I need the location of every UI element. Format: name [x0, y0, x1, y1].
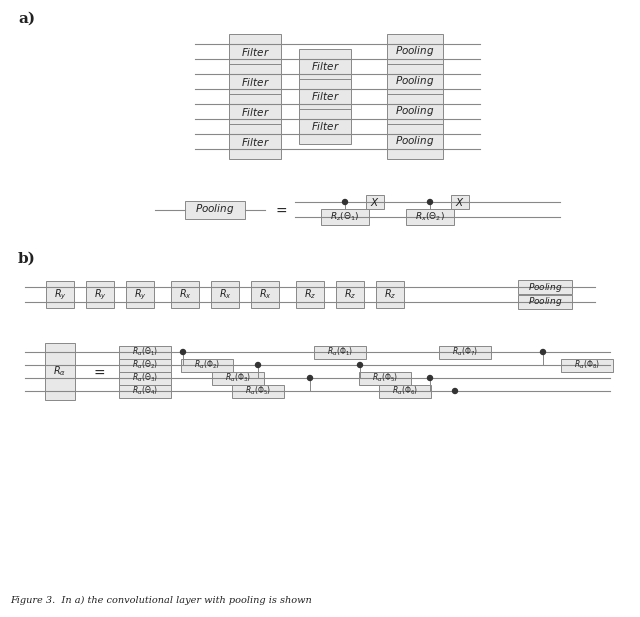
Text: a): a): [18, 12, 35, 26]
Bar: [211, 281, 239, 308]
Text: $Pooling$: $Pooling$: [195, 202, 235, 217]
Bar: [321, 209, 369, 225]
Circle shape: [541, 349, 545, 355]
Text: $R_z(\Theta_1)$: $R_z(\Theta_1)$: [330, 211, 360, 223]
Bar: [518, 280, 572, 294]
Text: $R_z$: $R_z$: [344, 288, 356, 301]
Circle shape: [255, 363, 260, 368]
Text: $R_\alpha(\Phi_1)$: $R_\alpha(\Phi_1)$: [327, 346, 353, 358]
Circle shape: [358, 363, 362, 368]
Bar: [232, 384, 284, 397]
Circle shape: [180, 349, 186, 355]
Text: $R_z$: $R_z$: [384, 288, 396, 301]
Text: $R_\alpha(\Phi_6)$: $R_\alpha(\Phi_6)$: [392, 385, 418, 397]
Text: $R_\alpha(\Theta_4)$: $R_\alpha(\Theta_4)$: [132, 385, 158, 397]
Text: $Pooling$: $Pooling$: [528, 296, 563, 308]
Text: $R_\alpha(\Phi_7)$: $R_\alpha(\Phi_7)$: [452, 346, 478, 358]
Bar: [314, 346, 366, 358]
Text: $R_y$: $R_y$: [93, 288, 106, 302]
Text: $R_y$: $R_y$: [54, 288, 67, 302]
Bar: [212, 371, 264, 384]
Text: $R_x(\Theta_2)$: $R_x(\Theta_2)$: [415, 211, 445, 223]
Text: $Filter$: $Filter$: [241, 46, 269, 57]
Bar: [126, 281, 154, 308]
Text: $X$: $X$: [455, 196, 465, 208]
Text: $Filter$: $Filter$: [310, 60, 339, 73]
Bar: [387, 64, 443, 99]
Bar: [119, 384, 171, 397]
Text: $X$: $X$: [370, 196, 380, 208]
Bar: [387, 34, 443, 69]
Bar: [359, 371, 411, 384]
Text: $R_\alpha(\Phi_2)$: $R_\alpha(\Phi_2)$: [194, 358, 220, 371]
Text: b): b): [18, 252, 36, 266]
Bar: [561, 358, 613, 371]
Bar: [366, 195, 384, 209]
Bar: [299, 79, 351, 114]
Text: $Pooling$: $Pooling$: [396, 135, 435, 149]
Bar: [229, 124, 281, 159]
Text: $R_x$: $R_x$: [179, 288, 191, 301]
Bar: [46, 281, 74, 308]
Bar: [229, 64, 281, 99]
Text: $Pooling$: $Pooling$: [396, 44, 435, 59]
Bar: [387, 124, 443, 159]
Text: $R_z$: $R_z$: [304, 288, 316, 301]
Text: $Filter$: $Filter$: [310, 120, 339, 133]
Bar: [299, 109, 351, 144]
Bar: [86, 281, 114, 308]
Text: $R_\alpha(\Theta_1)$: $R_\alpha(\Theta_1)$: [132, 346, 158, 358]
Circle shape: [428, 199, 433, 204]
Text: $R_x$: $R_x$: [219, 288, 232, 301]
Text: $Filter$: $Filter$: [241, 136, 269, 147]
Circle shape: [342, 199, 348, 204]
Bar: [406, 209, 454, 225]
Circle shape: [428, 376, 433, 381]
Bar: [229, 34, 281, 69]
Bar: [171, 281, 199, 308]
Text: $Filter$: $Filter$: [241, 106, 269, 117]
Bar: [181, 358, 233, 371]
Bar: [518, 295, 572, 309]
Text: $Pooling$: $Pooling$: [528, 281, 563, 294]
Text: $R_\alpha(\Phi_8)$: $R_\alpha(\Phi_8)$: [574, 358, 600, 371]
Text: $R_\alpha(\Theta_3)$: $R_\alpha(\Theta_3)$: [132, 372, 158, 384]
Bar: [296, 281, 324, 308]
Text: $R_\alpha(\Phi_5)$: $R_\alpha(\Phi_5)$: [245, 385, 271, 397]
Text: $R_\alpha(\Phi_5)$: $R_\alpha(\Phi_5)$: [372, 372, 398, 384]
Bar: [379, 384, 431, 397]
Bar: [387, 94, 443, 129]
Text: $R_\alpha(\Theta_2)$: $R_\alpha(\Theta_2)$: [132, 358, 158, 371]
Bar: [439, 346, 491, 358]
Bar: [119, 358, 171, 371]
Bar: [45, 343, 75, 400]
Bar: [119, 371, 171, 384]
Bar: [376, 281, 404, 308]
Bar: [451, 195, 469, 209]
Bar: [229, 94, 281, 129]
Text: $R_y$: $R_y$: [134, 288, 147, 302]
Text: $Pooling$: $Pooling$: [396, 75, 435, 88]
Bar: [251, 281, 279, 308]
Bar: [336, 281, 364, 308]
Text: $=$: $=$: [91, 365, 106, 378]
Bar: [119, 346, 171, 358]
Text: $R_x$: $R_x$: [259, 288, 271, 301]
Bar: [299, 49, 351, 84]
Text: $R_\alpha$: $R_\alpha$: [53, 365, 67, 378]
Text: $R_\alpha(\Phi_3)$: $R_\alpha(\Phi_3)$: [225, 372, 251, 384]
Text: $=$: $=$: [273, 202, 287, 217]
Text: $Filter$: $Filter$: [241, 75, 269, 88]
Bar: [185, 201, 245, 218]
Text: Figure 3.  In a) the convolutional layer with pooling is shown: Figure 3. In a) the convolutional layer …: [10, 596, 312, 605]
Circle shape: [452, 389, 458, 394]
Text: $Filter$: $Filter$: [310, 91, 339, 102]
Text: $Pooling$: $Pooling$: [396, 104, 435, 118]
Circle shape: [307, 376, 312, 381]
